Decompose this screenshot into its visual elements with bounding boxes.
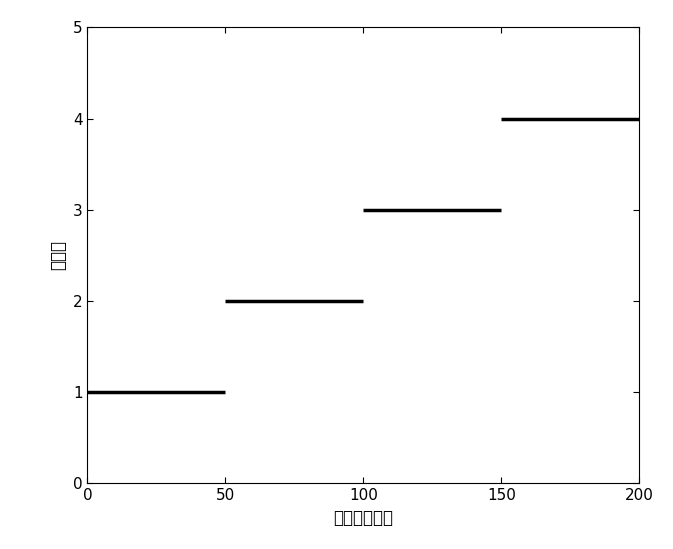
Y-axis label: 类别号: 类别号 <box>49 240 67 270</box>
X-axis label: 数据采样序列: 数据采样序列 <box>333 508 394 526</box>
